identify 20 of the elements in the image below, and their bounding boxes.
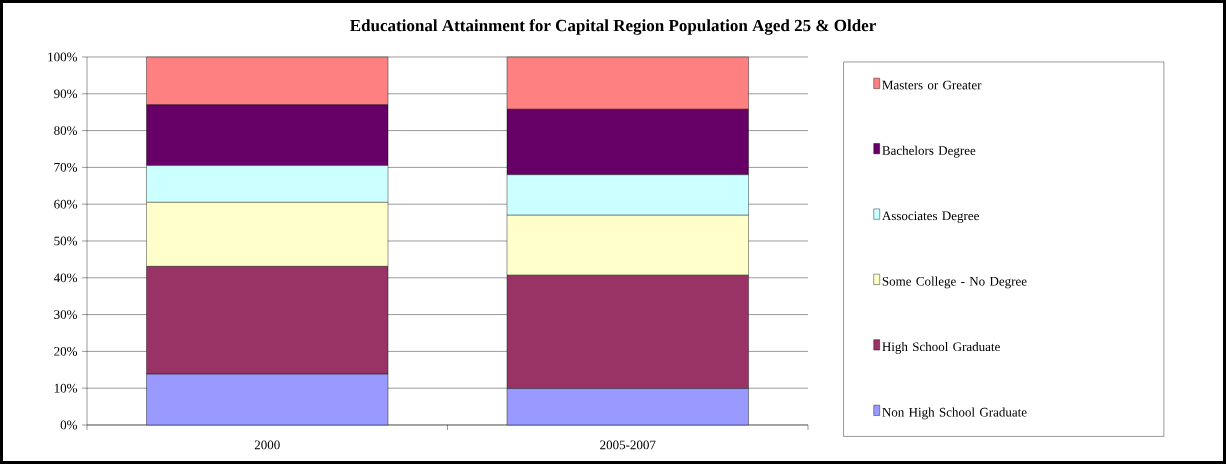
legend-label: Some College - No Degree bbox=[882, 276, 1027, 289]
legend-label: Associates Degree bbox=[882, 211, 979, 223]
y-tick-label: 100% bbox=[48, 52, 78, 62]
y-tick-label: 90% bbox=[54, 89, 78, 99]
legend-label: Masters or Greater bbox=[882, 80, 982, 90]
x-tick-label: 2000 bbox=[254, 440, 280, 450]
y-tick-label: 70% bbox=[54, 162, 78, 172]
y-tick-label: 0% bbox=[60, 420, 78, 430]
y-tick-label: 10% bbox=[54, 383, 78, 393]
legend-label: Bachelors Degree bbox=[882, 145, 976, 158]
legend-label: Non High School Graduate bbox=[882, 407, 1027, 420]
y-tick-label: 60% bbox=[54, 199, 78, 209]
legend-label: High School Graduate bbox=[882, 341, 1000, 354]
y-tick-label: 30% bbox=[54, 310, 78, 319]
y-tick-label: 50% bbox=[54, 236, 78, 246]
y-tick-label: 80% bbox=[54, 126, 78, 135]
x-tick-label: 2005-2007 bbox=[600, 440, 656, 450]
chart-title: Educational Attainment for Capital Region Population Aged 25 & Older bbox=[350, 19, 876, 35]
y-tick-label: 20% bbox=[54, 346, 78, 356]
y-tick-label: 40% bbox=[53, 273, 78, 283]
